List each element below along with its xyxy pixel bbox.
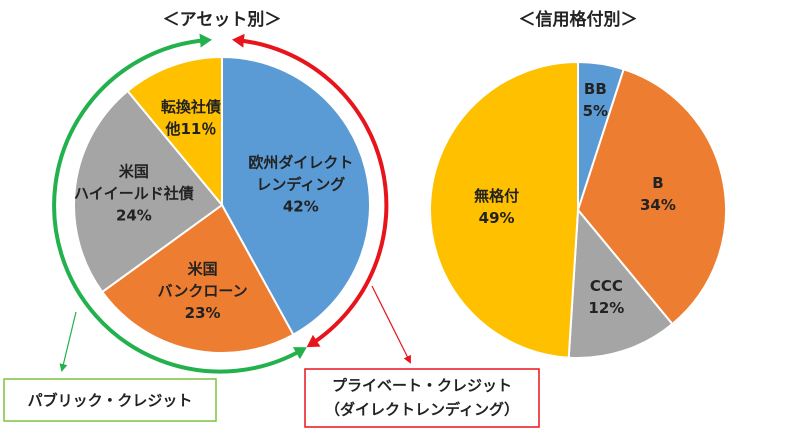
slice-label: 無格付 [474, 187, 519, 205]
private-arc [232, 33, 389, 348]
private-box [304, 368, 540, 428]
pie-slice [73, 89, 224, 294]
public-label: パブリック・クレジット [28, 392, 193, 410]
value-label: 24% [116, 206, 152, 224]
value-label: 23% [185, 304, 221, 322]
public-arc [52, 33, 307, 374]
pie-slice [429, 60, 579, 359]
slice-label: 転換社債 [161, 98, 221, 116]
chart-title: ＜アセット別＞ [163, 10, 282, 30]
annotations: パブリック・クレジット プライベート・クレジット （ダイレクトレンディング） [3, 33, 540, 428]
value-label: 49% [479, 209, 515, 227]
slice-label: 米国 [188, 260, 218, 278]
slice-label: バンクローン [158, 282, 248, 300]
public-box [3, 378, 217, 422]
private-pointer [371, 285, 411, 364]
slice-label: レンディング [256, 175, 345, 193]
chart-title: ＜信用格付別＞ [519, 9, 638, 30]
value-label: 5% [583, 102, 608, 120]
pies: ＜アセット別＞欧州ダイレクトレンディング42%米国バンクローン23%米国ハイイー… [73, 9, 727, 359]
private-label: プライベート・クレジット [332, 377, 512, 395]
value-label: 34% [640, 196, 676, 214]
slice-label: CCC [590, 277, 623, 295]
slice-label: B [652, 174, 663, 192]
slice-label: 欧州ダイレクト [248, 153, 353, 171]
pie-slice [576, 67, 727, 326]
value-label: 42% [283, 197, 319, 215]
private-label: （ダイレクトレンディング） [325, 401, 519, 419]
slice-label: ハイイールド社債 [74, 184, 194, 202]
value-label: 他11％ [164, 120, 216, 138]
slice-label: BB [584, 80, 607, 98]
value-label: 12% [588, 299, 624, 317]
public-pointer [59, 311, 77, 372]
slice-label: 米国 [119, 162, 149, 180]
pie-slice [567, 207, 674, 359]
